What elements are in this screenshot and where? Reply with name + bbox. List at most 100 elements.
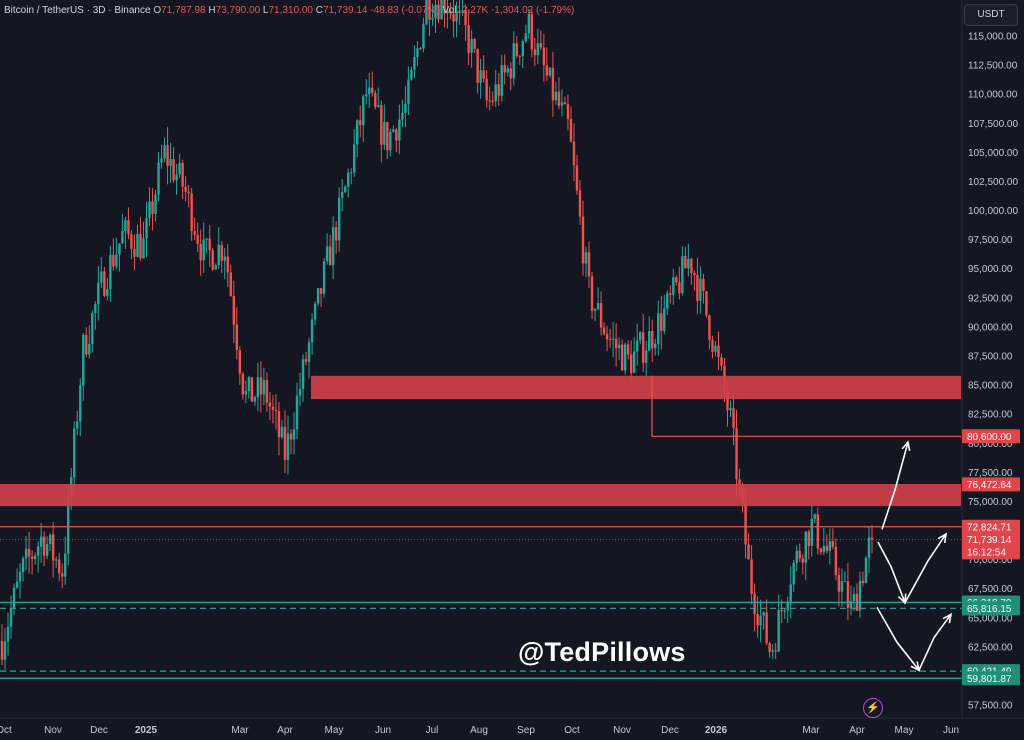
candle-body	[813, 514, 817, 519]
candle-body	[94, 303, 97, 313]
candle-body	[389, 131, 392, 151]
low-value: 71,310.00	[268, 5, 313, 16]
price-tag-bg	[962, 477, 1020, 492]
volume-value: 12.27K	[456, 5, 489, 16]
candle-body	[485, 78, 488, 101]
y-tick-label: 107,500.00	[968, 119, 1018, 130]
candle-body	[533, 49, 537, 56]
candle-body	[645, 350, 648, 363]
candle-body	[298, 389, 302, 396]
candle-body	[280, 426, 284, 438]
candle-body	[380, 105, 383, 145]
candle-body	[717, 345, 720, 358]
candle-body	[452, 13, 455, 22]
candle-body	[771, 650, 774, 652]
candle-body	[24, 548, 28, 559]
candle-body	[313, 303, 317, 320]
candle-body	[61, 573, 64, 577]
y-tick-label: 90,000.00	[968, 322, 1013, 333]
candle-body	[711, 339, 714, 352]
x-tick-label: Oct	[564, 725, 580, 736]
candle-body	[443, 0, 446, 14]
candle-body	[864, 557, 868, 583]
x-tick-label: Mar	[231, 725, 249, 736]
y-tick-label: 77,500.00	[968, 468, 1013, 479]
change-value: -48.83 (-0.07%)	[370, 5, 440, 16]
x-tick-label: Sep	[517, 725, 535, 736]
x-tick-label: May	[895, 725, 914, 736]
candle-body	[109, 254, 112, 290]
price-tag: 80,600.00	[967, 432, 1012, 443]
price-tag: 76,472.64	[967, 480, 1012, 491]
candle-body	[545, 65, 549, 76]
candle-body	[792, 562, 795, 585]
candle-body	[274, 409, 278, 412]
candle-body	[759, 615, 762, 626]
candle-body	[614, 338, 618, 349]
candle-body	[316, 288, 320, 304]
candle-body	[834, 546, 838, 576]
candle-body	[623, 344, 627, 371]
price-tag: 59,801.87	[967, 674, 1012, 685]
candle-body	[464, 10, 467, 26]
candle-body	[620, 344, 624, 371]
candle-body	[82, 334, 85, 386]
candle-body	[343, 186, 347, 193]
x-tick-label: Mar	[802, 725, 820, 736]
candle-body	[596, 302, 600, 310]
price-tags: 80,600.0076,472.6472,824.7166,318.7065,8…	[962, 429, 1020, 686]
candle-body	[617, 344, 621, 349]
candle-body	[48, 534, 52, 545]
scenario-bullish-breakout	[881, 441, 909, 530]
currency-button[interactable]: USDT	[964, 4, 1018, 26]
symbol-title[interactable]: Bitcoin / TetherUS · 3D · Binance	[4, 5, 151, 16]
candle-body	[365, 94, 368, 97]
candle-body	[12, 587, 16, 609]
lightning-icon[interactable]: ⚡	[863, 698, 883, 718]
candle-body	[708, 315, 711, 340]
candle-body	[398, 119, 401, 141]
candle-body	[840, 581, 844, 592]
candle-body	[6, 626, 10, 642]
open-value: 71,787.98	[161, 5, 206, 16]
candle-body	[651, 331, 654, 349]
candle-body	[831, 541, 835, 547]
candle-body	[629, 354, 633, 373]
candle-body	[42, 536, 46, 556]
candle-body	[699, 278, 702, 301]
y-tick-label: 102,500.00	[968, 177, 1018, 188]
candle-body	[693, 272, 696, 275]
candle-body	[250, 377, 254, 402]
price-tag-bg	[962, 601, 1020, 616]
y-tick-label: 75,000.00	[968, 497, 1013, 508]
time-axis[interactable]: Oct Nov Dec 2025 Mar Apr May Jun Jul Aug Sep Oct Nov…	[0, 717, 1024, 740]
candle-body	[67, 497, 70, 554]
candle-body	[473, 38, 476, 49]
candle-body	[819, 548, 823, 553]
candle-body	[837, 575, 841, 592]
candle-body	[289, 433, 293, 440]
candle-body	[76, 421, 79, 429]
candle-body	[669, 293, 672, 295]
candle-body	[386, 122, 389, 151]
candle-body	[235, 324, 239, 350]
candle-body	[642, 332, 645, 363]
y-tick-label: 57,500.00	[968, 701, 1013, 712]
candle-body	[392, 129, 395, 132]
x-tick-label: Dec	[661, 725, 679, 736]
candle-body	[362, 96, 365, 126]
candle-body	[73, 428, 76, 478]
candle-body	[491, 100, 494, 102]
candle-body	[822, 545, 826, 553]
candle-body	[374, 93, 377, 107]
candle-body	[346, 172, 350, 187]
candle-body	[470, 38, 473, 53]
candle-body	[359, 120, 362, 126]
candle-body	[124, 220, 127, 231]
candle-body	[97, 282, 100, 304]
candle-body	[440, 0, 443, 20]
candle-body	[211, 250, 214, 270]
y-tick-label: 105,000.00	[968, 148, 1018, 159]
candle-body	[632, 351, 636, 373]
